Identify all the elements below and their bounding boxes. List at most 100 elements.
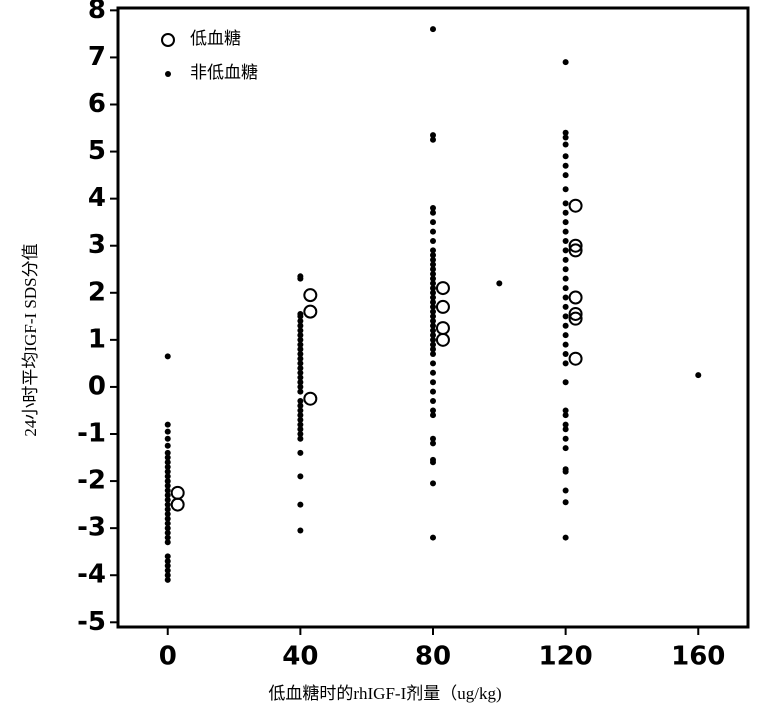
point bbox=[297, 346, 304, 353]
point bbox=[297, 313, 304, 320]
point bbox=[562, 412, 569, 419]
point bbox=[562, 219, 569, 226]
point bbox=[562, 445, 569, 452]
point bbox=[562, 534, 569, 541]
point bbox=[297, 322, 304, 329]
x-tick-label: 160 bbox=[671, 642, 725, 672]
point bbox=[164, 567, 171, 574]
point bbox=[164, 428, 171, 435]
point bbox=[297, 355, 304, 362]
point bbox=[430, 369, 436, 376]
point bbox=[562, 238, 569, 245]
point bbox=[297, 327, 304, 334]
point-open bbox=[303, 304, 318, 319]
y-tick-label: 8 bbox=[88, 0, 106, 25]
point bbox=[430, 327, 436, 334]
point bbox=[562, 499, 569, 506]
legend-label: 低血糖 bbox=[190, 29, 241, 48]
point bbox=[164, 459, 171, 466]
point bbox=[297, 402, 304, 409]
point-open bbox=[568, 351, 583, 366]
point bbox=[562, 468, 569, 475]
point bbox=[164, 449, 171, 456]
point bbox=[562, 360, 569, 367]
point bbox=[430, 238, 436, 245]
point bbox=[164, 478, 171, 485]
point bbox=[164, 496, 171, 503]
point bbox=[297, 332, 304, 339]
y-axis-label: 24小时平均IGF-I SDS分值 bbox=[21, 243, 40, 436]
point bbox=[562, 266, 569, 273]
point bbox=[562, 421, 569, 428]
point bbox=[430, 247, 436, 254]
point bbox=[164, 558, 171, 565]
point bbox=[562, 435, 569, 442]
point bbox=[430, 360, 436, 367]
point bbox=[430, 299, 436, 306]
point bbox=[297, 379, 304, 386]
point-open bbox=[568, 306, 583, 321]
point bbox=[430, 332, 436, 339]
y-tick-label: -1 bbox=[77, 419, 106, 449]
point bbox=[164, 506, 171, 513]
y-tick-label: -4 bbox=[77, 560, 106, 590]
point bbox=[164, 463, 171, 470]
point bbox=[297, 421, 304, 428]
point bbox=[164, 520, 171, 527]
point bbox=[430, 388, 436, 395]
point bbox=[430, 336, 436, 343]
point bbox=[430, 266, 436, 273]
point bbox=[164, 562, 171, 569]
point bbox=[430, 303, 436, 310]
y-tick-label: -5 bbox=[77, 607, 106, 637]
point bbox=[164, 525, 171, 532]
point bbox=[430, 270, 436, 277]
point bbox=[562, 172, 569, 179]
y-tick-label: 3 bbox=[88, 230, 106, 260]
point bbox=[430, 256, 436, 263]
legend-marker bbox=[161, 33, 175, 47]
point bbox=[297, 388, 304, 395]
point bbox=[297, 426, 304, 433]
point bbox=[164, 515, 171, 522]
point bbox=[562, 200, 569, 207]
point bbox=[430, 407, 436, 414]
point bbox=[430, 379, 436, 386]
point bbox=[562, 407, 569, 414]
y-tick-label: -3 bbox=[77, 513, 106, 543]
point bbox=[164, 473, 171, 480]
point bbox=[562, 341, 569, 348]
point bbox=[164, 454, 171, 461]
point-open bbox=[435, 281, 450, 296]
point bbox=[297, 318, 304, 325]
point bbox=[164, 576, 171, 583]
y-tick-label: -2 bbox=[77, 466, 106, 496]
point bbox=[562, 228, 569, 235]
point bbox=[164, 435, 171, 442]
point bbox=[297, 501, 304, 508]
point bbox=[562, 162, 569, 169]
point bbox=[164, 421, 171, 428]
point bbox=[430, 398, 436, 405]
x-tick-label: 0 bbox=[159, 642, 177, 672]
point bbox=[430, 308, 436, 315]
point-open bbox=[568, 243, 583, 258]
point-open bbox=[568, 198, 583, 213]
point bbox=[164, 511, 171, 518]
point bbox=[164, 572, 171, 579]
point bbox=[430, 26, 436, 33]
point bbox=[562, 350, 569, 357]
y-tick-label: 5 bbox=[88, 136, 106, 166]
point bbox=[297, 398, 304, 405]
point bbox=[297, 473, 304, 480]
point bbox=[430, 205, 436, 212]
point bbox=[430, 136, 436, 143]
point bbox=[297, 527, 304, 534]
point bbox=[430, 294, 436, 301]
point bbox=[430, 435, 436, 442]
point bbox=[430, 313, 436, 320]
point bbox=[430, 219, 436, 226]
point-open bbox=[568, 311, 583, 326]
y-tick-label: 6 bbox=[88, 89, 106, 119]
